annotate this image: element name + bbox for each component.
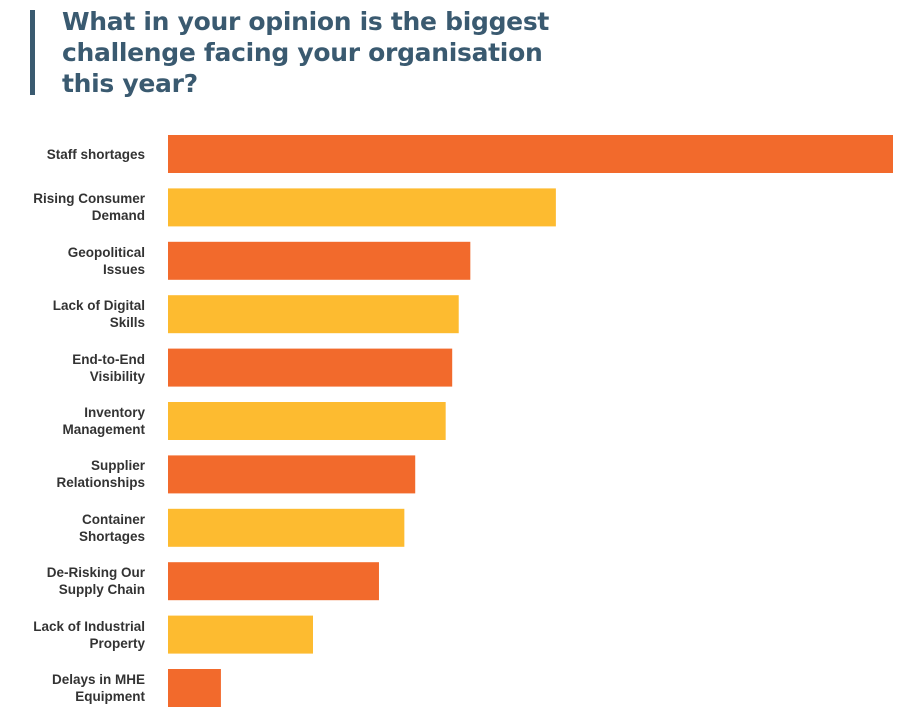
bar-3 [168,295,459,334]
category-label: End-to-End Visibility [0,351,145,385]
bar-8 [168,562,379,601]
category-label-line: Issues [102,261,145,277]
bar-9 [168,615,313,654]
bar-0 [168,135,893,173]
category-label-line: Lack of Industrial [33,618,145,634]
category-label-line: Property [89,635,145,651]
category-label-line: Visibility [89,368,145,384]
category-label: Supplier Relationships [0,457,145,491]
category-label: Container Shortages [0,511,145,545]
category-label: De-Risking Our Supply Chain [0,564,145,598]
category-label-line: Skills [109,315,145,331]
category-label: Rising Consumer Demand [0,190,145,224]
category-label-line: Supply Chain [58,582,145,598]
category-label-line: De-Risking Our [46,565,145,581]
category-label: Geopolitical Issues [0,244,145,278]
bar-1 [168,188,556,227]
category-label: Lack of Digital Skills [0,297,145,331]
bar-2 [168,241,471,280]
category-label-line: Shortages [78,528,145,544]
title-accent-bar [30,10,35,95]
category-label-line: Rising Consumer [33,191,145,207]
category-label-line: Equipment [75,689,145,704]
bar-4 [168,348,453,387]
category-label: Inventory Management [0,404,145,438]
category-label-line: Lack of Digital [52,298,145,314]
category-label-line: Delays in MHE [51,672,145,687]
category-label: Delays in MHE Equipment [0,671,145,705]
category-label-line: Geopolitical [67,244,145,260]
category-label-line: Inventory [84,405,145,420]
bar-6 [168,455,416,494]
category-label-line: Container [81,511,145,527]
category-label-line: Staff shortages [46,146,145,162]
bar-10 [168,669,221,707]
category-label-line: Management [62,422,145,437]
chart-title: What in your opinion is the biggest chal… [62,7,550,98]
category-label: Lack of Industrial Property [0,618,145,652]
category-label-line: Relationships [56,475,145,491]
category-label-line: End-to-End [72,351,145,367]
bar-5 [168,402,446,440]
category-label: Staff shortages [0,146,145,163]
bar-7 [168,508,405,547]
category-label-line: Demand [91,208,145,224]
category-label-line: Supplier [90,458,145,474]
